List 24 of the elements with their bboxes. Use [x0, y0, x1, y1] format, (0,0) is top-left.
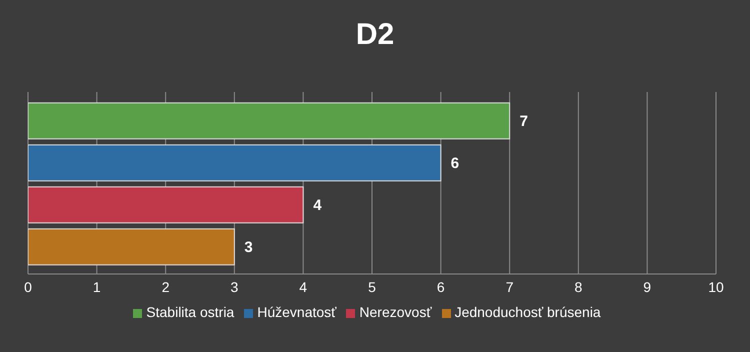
x-tick-label: 2 — [162, 278, 170, 295]
data-label: 6 — [450, 155, 460, 172]
legend-label: Nerezovosť — [359, 304, 432, 320]
x-tick-label: 8 — [574, 278, 582, 295]
x-tick-label: 3 — [230, 278, 238, 295]
x-tick-label: 5 — [368, 278, 376, 295]
data-label: 7 — [520, 113, 528, 130]
data-label: 4 — [313, 197, 322, 214]
bar — [28, 102, 510, 140]
x-tick-label: 1 — [92, 278, 101, 295]
bar — [28, 228, 235, 266]
legend-label: Húževnatosť — [257, 304, 336, 320]
bar — [28, 144, 442, 182]
x-tick-label: 6 — [436, 278, 445, 295]
legend-label: Stabilita ostria — [146, 304, 234, 320]
legend-label: Jednoduchosť brúsenia — [454, 304, 601, 320]
bar — [28, 186, 304, 224]
x-tick-label: 0 — [24, 278, 32, 295]
x-tick-label: 7 — [506, 278, 514, 295]
data-label: 3 — [244, 239, 253, 256]
x-tick-label: 4 — [299, 278, 308, 295]
x-tick-label: 10 — [708, 278, 724, 295]
chart-title: D2 — [354, 18, 396, 52]
x-tick-label: 9 — [643, 278, 652, 295]
